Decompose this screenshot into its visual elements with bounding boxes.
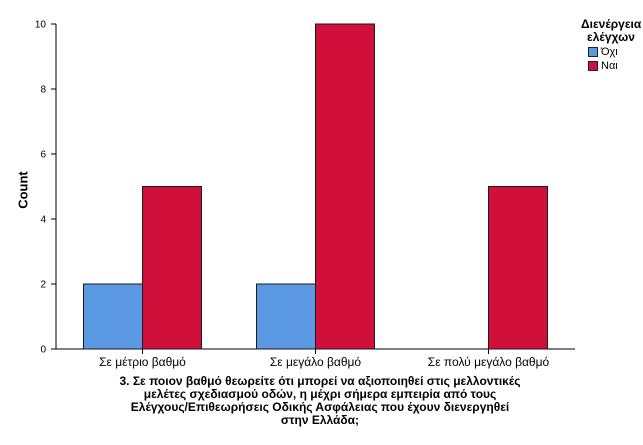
x-tick-label: Σε μέτριο βαθμό <box>99 355 186 369</box>
x-axis-title: 3. Σε ποιον βαθμό θεωρείτε ότι μπορεί να… <box>119 374 521 427</box>
y-tick-label: 4 <box>40 215 46 226</box>
x-tick-label: Σε πολύ μεγάλο βαθμό <box>428 355 550 369</box>
y-axis-title-wrap: Count <box>3 160 43 220</box>
plot-area: 0 2 4 6 8 10 Σε μέτριο βαθμό Σε μεγάλο βαθμό Σε … <box>35 20 575 369</box>
bar-nai <box>315 23 375 350</box>
y-axis-title: Count <box>15 171 31 209</box>
bar-nai <box>488 186 548 350</box>
y-tick-label: 8 <box>40 85 46 96</box>
y-tick-label: 6 <box>40 150 46 161</box>
legend-title: Διενέργεια ελέγχων <box>581 17 642 44</box>
legend-label-nai: Ναι <box>601 60 618 72</box>
bar-nai <box>142 186 202 350</box>
legend-item-nai: Ναι <box>588 60 641 72</box>
legend-item-ochi: Όχι <box>588 46 641 58</box>
bar-ochi <box>256 283 316 350</box>
y-tick-label: 10 <box>35 20 47 31</box>
y-tick-label: 0 <box>40 345 46 356</box>
legend-label-ochi: Όχι <box>601 46 618 58</box>
legend-swatch-ochi <box>588 47 598 57</box>
legend-swatch-nai <box>588 61 598 71</box>
x-tick-label: Σε μεγάλο βαθμό <box>270 355 362 369</box>
legend: Διενέργεια ελέγχων Όχι Ναι <box>581 17 642 73</box>
bar-ochi <box>83 283 143 350</box>
y-tick-label: 2 <box>40 280 46 291</box>
